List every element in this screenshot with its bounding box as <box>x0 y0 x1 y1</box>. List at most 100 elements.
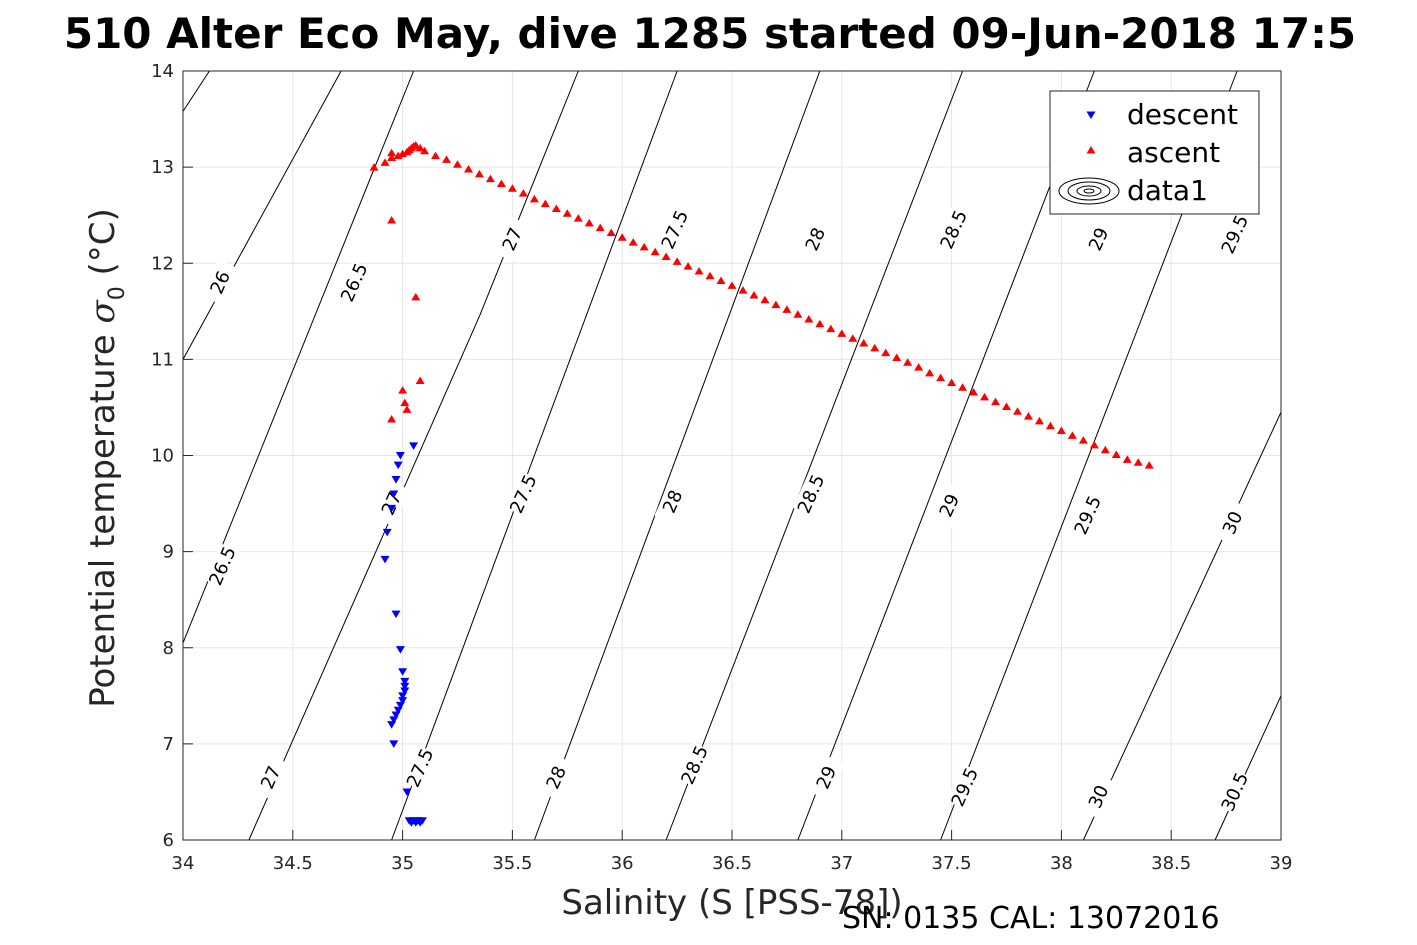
ascent-point <box>562 209 572 217</box>
contour-label-bg <box>1214 500 1251 546</box>
ascent-point <box>683 262 693 270</box>
ascent-point <box>771 300 781 309</box>
descent-point <box>387 504 397 513</box>
ascent-point <box>387 414 397 423</box>
descent-point <box>398 692 408 700</box>
data-points <box>369 141 1154 827</box>
ascent-point <box>881 348 891 357</box>
contour-line-27 <box>248 315 480 841</box>
ascent-point <box>848 334 858 342</box>
density-contours <box>182 70 1282 841</box>
ascent-point <box>402 405 412 413</box>
legend-label-data1: data1 <box>1127 174 1208 207</box>
legend-label-ascent: ascent <box>1127 136 1220 169</box>
descent-point <box>393 461 403 470</box>
ascent-point <box>936 373 946 382</box>
contour-line-26 <box>182 70 342 360</box>
ascent-point <box>387 215 397 224</box>
descent-point <box>400 677 410 686</box>
ascent-point <box>1133 458 1143 466</box>
ascent-marker-icon <box>1086 146 1096 154</box>
ascent-point <box>387 148 397 157</box>
ascent-point <box>393 151 403 160</box>
descent-point <box>389 740 399 748</box>
x-axis-ticks: 34 34.5 35 35.5 36 36.5 37 37.5 38 38.5 39 <box>172 830 1292 874</box>
ascent-point <box>584 218 594 227</box>
x-tick-label: 36.5 <box>712 853 752 874</box>
ascent-point <box>415 143 425 152</box>
descent-point <box>400 687 410 696</box>
y-tick-label: 13 <box>151 157 174 178</box>
ascent-point <box>551 204 561 212</box>
ascent-point <box>980 392 990 401</box>
ascent-point <box>892 353 902 361</box>
ascent-point <box>474 169 484 178</box>
ascent-point <box>453 160 462 168</box>
ascent-point <box>1012 407 1022 415</box>
ascent-point <box>420 146 430 155</box>
descent-point <box>382 528 392 537</box>
ascent-point <box>639 242 649 251</box>
descent-marker-icon <box>1086 111 1096 119</box>
ascent-point <box>738 286 748 294</box>
y-tick-label: 9 <box>163 542 174 563</box>
descent-point <box>391 610 401 619</box>
ascent-point <box>1023 412 1033 420</box>
contour-line-26 <box>182 70 210 112</box>
contour-label-bg <box>931 482 968 529</box>
ascent-point <box>1100 445 1110 454</box>
x-axis-label: Salinity (S [PSS-78]) <box>561 883 902 923</box>
contour-label-bg <box>946 764 983 810</box>
ascent-point <box>463 165 473 173</box>
ascent-point <box>573 214 583 222</box>
ascent-point <box>540 199 550 208</box>
contour-label-bg <box>336 259 373 306</box>
y-tick-label: 11 <box>151 349 174 370</box>
ascent-point <box>1078 436 1088 444</box>
contour-label-bg <box>538 754 575 801</box>
ascent-point <box>815 319 825 328</box>
descent-point <box>402 788 412 796</box>
ascent-point <box>617 233 627 241</box>
ascent-point <box>398 149 408 158</box>
ascent-point <box>1144 461 1154 469</box>
ascent-point <box>507 184 517 192</box>
x-tick-label: 37.5 <box>932 853 972 874</box>
ascent-point <box>925 368 935 377</box>
contour-label-bg <box>1069 492 1106 538</box>
contour-label-bg <box>505 471 542 517</box>
descent-point <box>398 697 408 705</box>
contour-label-bg <box>1216 211 1254 258</box>
ascent-point <box>870 343 880 352</box>
y-tick-label: 7 <box>163 734 174 755</box>
ascent-point <box>826 324 836 333</box>
ascent-point <box>837 329 847 337</box>
ascent-point <box>398 386 408 394</box>
ascent-point <box>1056 426 1066 435</box>
y-tick-label: 10 <box>151 446 174 467</box>
contour-label-bg <box>676 742 713 788</box>
descent-point <box>409 442 419 450</box>
footer-text: SN: 0135 CAL: 13072016 <box>842 901 1220 936</box>
y-tick-label: 14 <box>151 61 174 82</box>
ascent-point <box>727 281 737 289</box>
ascent-point <box>400 398 410 407</box>
contour-label-bg <box>654 478 691 525</box>
contour-line-28-5 <box>665 70 964 841</box>
ascent-point <box>782 305 792 313</box>
descent-point <box>387 721 397 729</box>
ascent-point <box>387 153 397 162</box>
ascent-point <box>595 223 605 232</box>
y-tick-label: 12 <box>151 253 174 274</box>
ascent-point <box>442 155 452 163</box>
x-tick-label: 38.5 <box>1151 853 1191 874</box>
legend-item-ascent: ascent <box>1086 136 1220 169</box>
contour-label-bg <box>373 480 410 527</box>
contour-label-bg <box>494 216 531 262</box>
ascent-point <box>903 358 913 366</box>
descent-point <box>400 682 410 691</box>
descent-point <box>393 706 403 715</box>
descent-point <box>395 701 405 710</box>
legend-item-data1: data1 <box>1058 174 1208 207</box>
ascent-point <box>914 363 924 371</box>
